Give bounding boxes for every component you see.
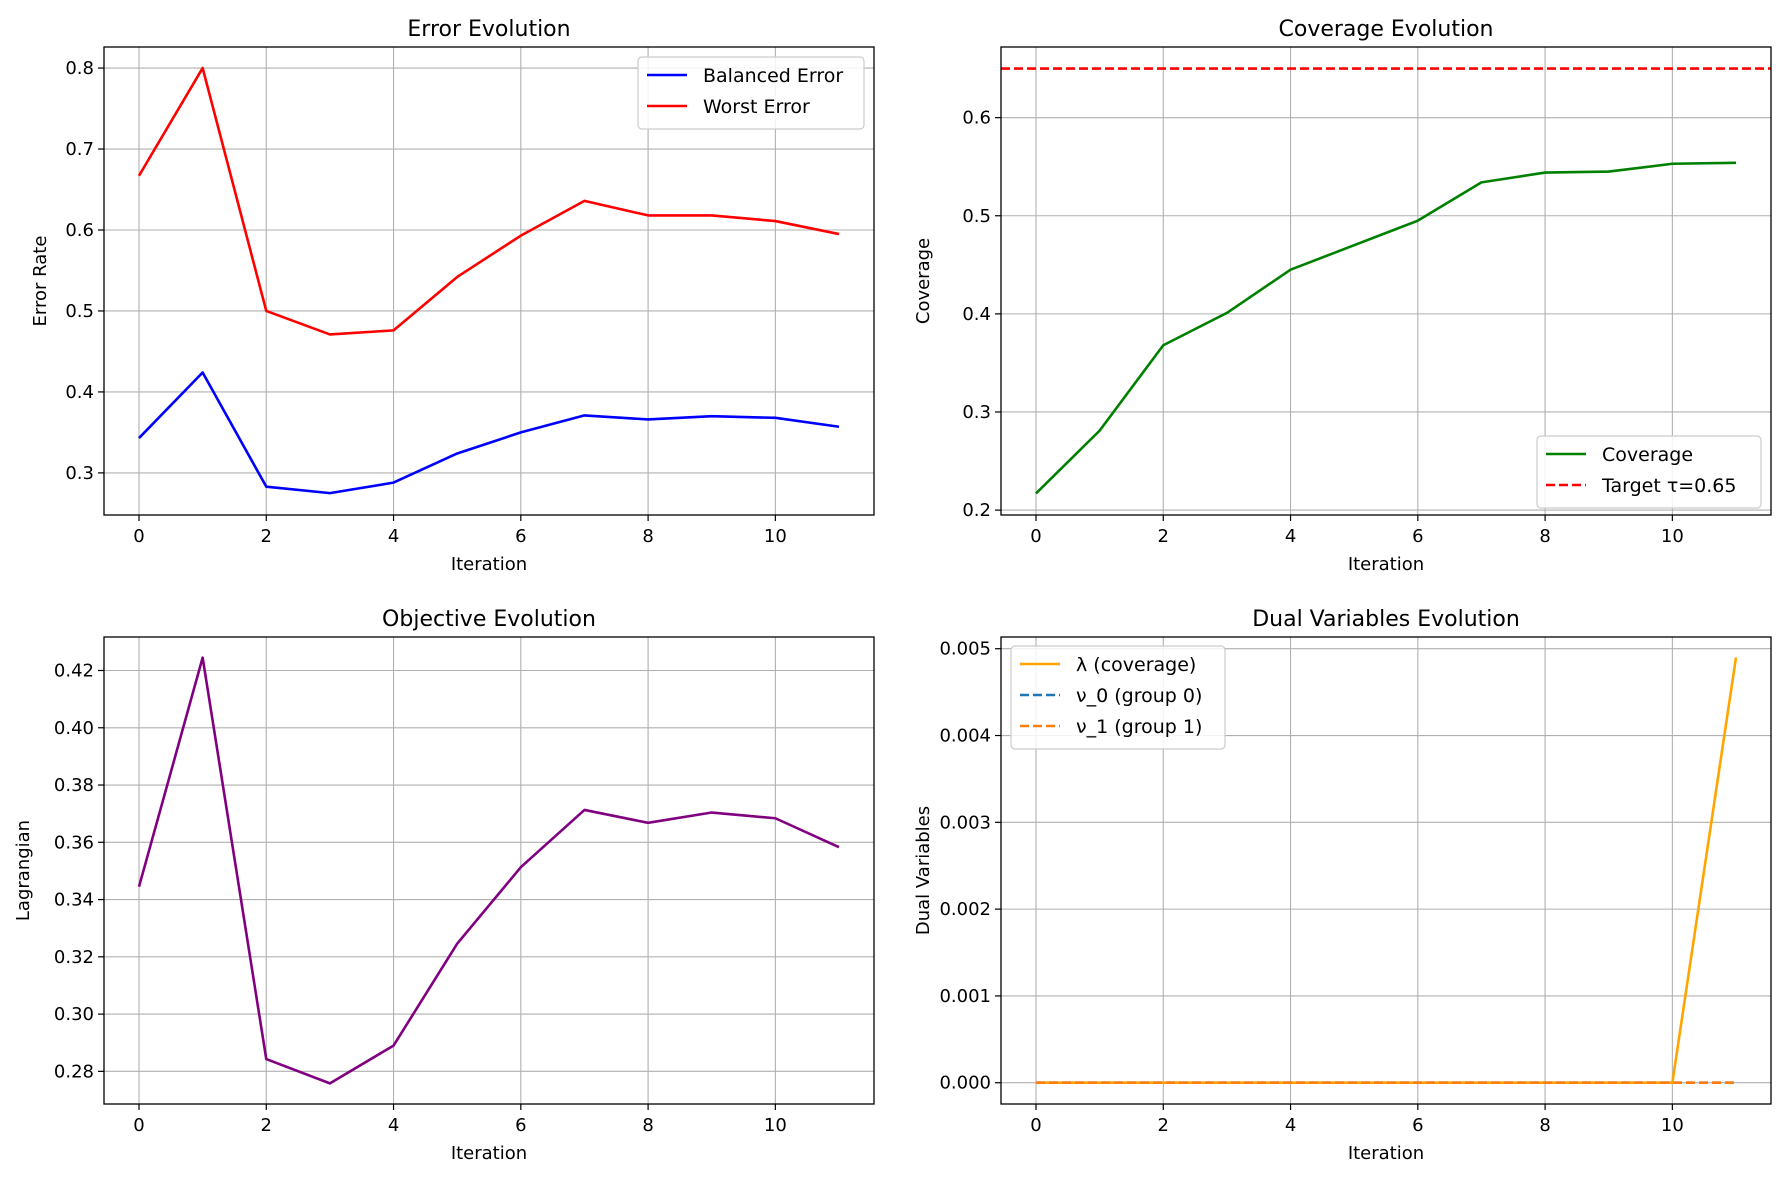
y-tick-label: 0.7: [65, 139, 94, 160]
panel-title: Error Evolution: [407, 17, 570, 42]
x-tick-label: 4: [388, 1115, 399, 1136]
x-tick-label: 2: [1158, 1115, 1169, 1136]
y-axis-label: Dual Variables: [913, 806, 934, 935]
y-axis-label: Error Rate: [30, 236, 51, 327]
legend: Coverage Target τ=0.65: [1536, 435, 1762, 509]
y-tick-label: 0.000: [939, 1073, 991, 1094]
y-tick-label: 0.6: [962, 108, 991, 129]
x-tick-label: 4: [1285, 526, 1296, 547]
panel-title: Coverage Evolution: [1279, 17, 1494, 42]
y-axis-label: Coverage: [913, 238, 934, 324]
y-tick-label: 0.8: [65, 58, 94, 79]
y-tick-label: 0.4: [65, 382, 94, 403]
y-tick-label: 0.4: [962, 304, 991, 325]
panel-objective-evolution: 0 2 4 6 8 10 0.28 0.30 0.32 0.34 0.36 0.38 0.40 0.42 O…: [13, 607, 875, 1164]
y-tick-label: 0.001: [939, 986, 991, 1007]
panel-dual-variables-evolution: 0 2 4 6 8 10 0.000 0.001 0.002 0.003 0.004 0.005 Dua…: [913, 607, 1772, 1164]
x-tick-label: 6: [515, 526, 526, 547]
x-axis-label: Iteration: [451, 1143, 527, 1164]
y-tick-label: 0.005: [939, 639, 991, 660]
series-line: [137, 66, 840, 336]
y-tick-label: 0.32: [54, 947, 94, 968]
x-axis-label: Iteration: [1348, 1143, 1424, 1164]
x-tick-label: 10: [764, 526, 787, 547]
x-tick-label: 0: [133, 526, 144, 547]
series-line: [1035, 161, 1737, 495]
axes-frame: [1000, 636, 1772, 1105]
legend-label: Target τ=0.65: [1601, 475, 1736, 497]
x-tick-label: 10: [1661, 1115, 1684, 1136]
y-tick-label: 0.36: [54, 832, 94, 853]
y-axis-label: Lagrangian: [13, 820, 34, 921]
legend-label: ν_1 (group 1): [1076, 716, 1202, 738]
y-tick-label: 0.5: [65, 301, 94, 322]
x-tick-label: 8: [1539, 526, 1550, 547]
series-line: [1036, 657, 1738, 1085]
y-tick-label: 0.38: [54, 775, 94, 796]
axes-frame: [103, 46, 875, 516]
y-tick-label: 0.3: [65, 463, 94, 484]
panel-coverage-evolution: 0 2 4 6 8 10 0.2 0.3 0.4 0.5 0.6 Coverage Evolution…: [913, 17, 1772, 575]
x-tick-label: 0: [133, 1115, 144, 1136]
legend-label: ν_0 (group 0): [1076, 685, 1202, 707]
y-tick-label: 0.004: [939, 726, 991, 747]
x-tick-label: 8: [642, 1115, 653, 1136]
x-tick-label: 6: [1412, 526, 1423, 547]
y-tick-label: 0.5: [962, 206, 991, 227]
x-axis-label: Iteration: [451, 554, 527, 575]
x-tick-label: 8: [1539, 1115, 1550, 1136]
x-tick-label: 4: [388, 526, 399, 547]
y-tick-label: 0.40: [54, 718, 94, 739]
y-tick-label: 0.28: [54, 1061, 94, 1082]
legend-label: Worst Error: [703, 96, 810, 118]
y-tick-label: 0.6: [65, 220, 94, 241]
series-line: [137, 656, 840, 1085]
x-tick-label: 4: [1285, 1115, 1296, 1136]
panel-title: Objective Evolution: [382, 607, 596, 632]
y-tick-label: 0.3: [962, 402, 991, 423]
x-tick-label: 0: [1030, 526, 1041, 547]
legend: λ (coverage) ν_0 (group 0) ν_1 (group 1): [1010, 645, 1226, 750]
grid: [1001, 47, 1771, 515]
panel-error-evolution: 0 2 4 6 8 10 0.3 0.4 0.5 0.6 0.7 0.8 Error Evolution…: [30, 17, 875, 575]
legend-box: [1010, 645, 1226, 750]
x-tick-label: 10: [1661, 526, 1684, 547]
y-tick-label: 0.42: [54, 661, 94, 682]
x-tick-label: 10: [764, 1115, 787, 1136]
axes-frame: [1000, 46, 1772, 516]
y-tick-label: 0.30: [54, 1004, 94, 1025]
legend: Balanced Error Worst Error: [637, 56, 865, 130]
x-axis-label: Iteration: [1348, 554, 1424, 575]
x-tick-label: 6: [1412, 1115, 1423, 1136]
series-line: [138, 371, 840, 495]
legend-label: Balanced Error: [703, 65, 843, 87]
x-tick-label: 6: [515, 1115, 526, 1136]
legend-label: Coverage: [1602, 444, 1693, 466]
x-tick-label: 8: [642, 526, 653, 547]
panel-title: Dual Variables Evolution: [1252, 607, 1520, 632]
legend-box: [637, 56, 865, 130]
x-tick-label: 0: [1030, 1115, 1041, 1136]
y-tick-label: 0.002: [939, 899, 991, 920]
y-tick-label: 0.2: [962, 500, 991, 521]
legend-label: λ (coverage): [1076, 654, 1196, 676]
x-tick-label: 2: [261, 1115, 272, 1136]
axes-frame: [103, 636, 875, 1105]
y-tick-label: 0.34: [54, 890, 94, 911]
grid: [104, 637, 874, 1104]
legend-box: [1536, 435, 1762, 509]
x-tick-label: 2: [1158, 526, 1169, 547]
x-tick-label: 2: [261, 526, 272, 547]
y-tick-label: 0.003: [939, 812, 991, 833]
